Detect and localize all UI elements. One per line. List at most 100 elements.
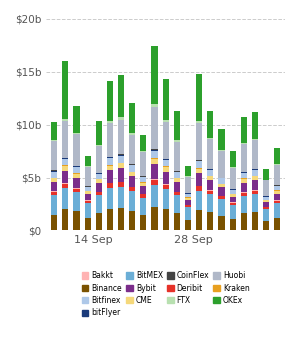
Legend: Bakkt, Binance, Bitfinex, bitFlyer, BitMEX, Bybit, CME, CoinFlex, Deribit, FTX, : Bakkt, Binance, Bitfinex, bitFlyer, BitM…: [79, 268, 253, 321]
Bar: [174, 182, 180, 192]
Bar: [230, 194, 236, 196]
Bar: [85, 187, 91, 191]
Bar: [129, 211, 135, 230]
Bar: [263, 221, 269, 230]
Bar: [163, 167, 169, 172]
Bar: [118, 162, 124, 163]
Bar: [107, 157, 113, 158]
Bar: [96, 145, 102, 146]
Bar: [62, 166, 68, 171]
Bar: [152, 104, 158, 107]
Bar: [51, 178, 57, 182]
Bar: [62, 119, 68, 121]
Bar: [140, 183, 146, 186]
Bar: [274, 186, 280, 191]
Bar: [152, 180, 158, 185]
Bar: [263, 207, 269, 209]
Bar: [140, 186, 146, 194]
Bar: [263, 196, 269, 197]
Bar: [274, 164, 280, 165]
Bar: [196, 169, 202, 173]
Bar: [207, 138, 213, 139]
Bar: [129, 165, 135, 172]
Bar: [107, 170, 113, 183]
Bar: [140, 215, 146, 230]
Bar: [152, 149, 158, 150]
Bar: [207, 190, 213, 191]
Bar: [163, 189, 169, 209]
Bar: [185, 194, 191, 197]
Bar: [96, 214, 102, 230]
Bar: [140, 194, 146, 197]
Bar: [96, 183, 102, 192]
Bar: [196, 168, 202, 169]
Bar: [85, 156, 91, 166]
Bar: [85, 167, 91, 186]
Bar: [129, 104, 135, 133]
Bar: [107, 166, 113, 170]
Bar: [174, 214, 180, 230]
Bar: [96, 174, 102, 179]
Bar: [263, 197, 269, 200]
Bar: [152, 107, 158, 149]
Bar: [152, 185, 158, 207]
Bar: [252, 191, 258, 194]
Bar: [96, 192, 102, 195]
Bar: [96, 121, 102, 145]
Bar: [163, 172, 169, 184]
Bar: [118, 208, 124, 230]
Bar: [196, 160, 202, 161]
Bar: [196, 191, 202, 210]
Bar: [241, 193, 247, 196]
Bar: [207, 169, 213, 170]
Bar: [274, 191, 280, 194]
Bar: [185, 193, 191, 194]
Bar: [252, 212, 258, 230]
Bar: [196, 210, 202, 230]
Bar: [140, 176, 146, 177]
Bar: [85, 191, 91, 194]
Bar: [51, 182, 57, 191]
Bar: [207, 176, 213, 180]
Bar: [74, 211, 80, 230]
Bar: [62, 61, 68, 119]
Bar: [218, 184, 224, 187]
Bar: [274, 203, 280, 218]
Bar: [218, 216, 224, 230]
Bar: [174, 140, 180, 142]
Bar: [218, 196, 224, 199]
Bar: [274, 165, 280, 185]
Bar: [174, 142, 180, 171]
Bar: [152, 158, 158, 159]
Bar: [241, 192, 247, 193]
Bar: [118, 117, 124, 119]
Bar: [96, 195, 102, 214]
Bar: [174, 172, 180, 178]
Bar: [218, 179, 224, 184]
Bar: [174, 178, 180, 179]
Bar: [185, 176, 191, 177]
Bar: [85, 201, 91, 203]
Bar: [140, 178, 146, 183]
Bar: [174, 195, 180, 214]
Bar: [263, 202, 269, 207]
Bar: [118, 154, 124, 155]
Bar: [74, 173, 80, 178]
Bar: [74, 189, 80, 192]
Bar: [252, 194, 258, 212]
Bar: [129, 187, 135, 191]
Bar: [62, 121, 68, 158]
Bar: [152, 179, 158, 180]
Bar: [107, 123, 113, 157]
Bar: [85, 194, 91, 200]
Bar: [185, 197, 191, 200]
Bar: [263, 169, 269, 180]
Bar: [218, 178, 224, 179]
Bar: [107, 158, 113, 165]
Bar: [152, 46, 158, 104]
Bar: [140, 197, 146, 215]
Bar: [230, 203, 236, 205]
Bar: [196, 121, 202, 123]
Bar: [218, 187, 224, 196]
Bar: [263, 180, 269, 196]
